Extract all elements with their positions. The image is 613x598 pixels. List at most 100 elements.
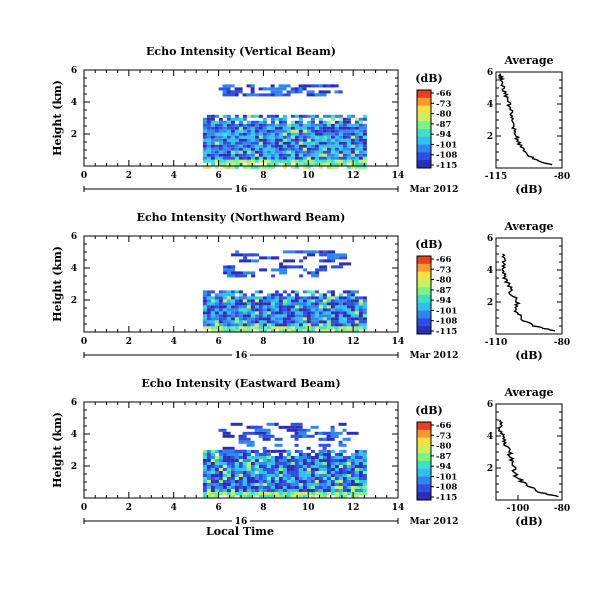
heatmap-cell: [298, 465, 303, 468]
heatmap-cell: [258, 459, 263, 462]
heatmap-cell: [354, 126, 359, 130]
heatmap-cell: [206, 492, 211, 495]
heatmap-cell: [286, 299, 291, 303]
heatmap-cell: [334, 480, 339, 483]
heatmap-cell: [250, 425, 263, 429]
heatmap-cell: [354, 477, 359, 480]
heatmap-cell: [302, 471, 307, 474]
heatmap-cell: [278, 326, 283, 330]
heatmap-cell: [250, 456, 255, 459]
heatmap-cell: [210, 153, 215, 157]
heatmap-cell: [234, 468, 239, 471]
heatmap-cell: [222, 305, 227, 309]
heatmap-cell: [358, 462, 363, 465]
heatmap-cell: [202, 492, 207, 495]
heatmap-cell: [278, 144, 283, 148]
average-profile-line: [497, 419, 559, 498]
heatmap-cell: [266, 138, 271, 142]
heatmap-cell: [270, 84, 275, 88]
x-tick-label: 4: [171, 171, 177, 181]
heatmap-cell: [318, 296, 323, 300]
heatmap-cell: [358, 129, 363, 133]
heatmap-cell: [234, 138, 239, 142]
heatmap-cell: [330, 434, 339, 438]
heatmap-cell: [326, 450, 331, 453]
heatmap-cell: [210, 329, 215, 333]
heatmap-cell: [338, 141, 343, 145]
heatmap-cell: [270, 126, 275, 130]
heatmap-cell: [250, 314, 255, 318]
heatmap-cell: [222, 302, 227, 306]
heatmap-cell: [242, 317, 247, 321]
heatmap-cell: [254, 492, 259, 495]
heatmap-cell: [322, 320, 327, 324]
colorbar-tick-label: -115: [436, 493, 457, 503]
heatmap-cell: [334, 320, 339, 324]
heatmap-cell: [330, 465, 335, 468]
heatmap-cell: [294, 156, 299, 160]
heatmap-cell: [306, 428, 311, 432]
heatmap-cell: [294, 492, 299, 495]
heatmap-cell: [310, 459, 315, 462]
heatmap-cell: [282, 290, 287, 294]
heatmap-cell: [358, 147, 363, 151]
heatmap-cell: [274, 483, 279, 486]
heatmap-cell: [298, 329, 303, 333]
heatmap-cell: [202, 456, 207, 459]
heatmap-cell: [330, 308, 335, 312]
heatmap-cell: [242, 132, 247, 136]
heatmap-cell: [338, 323, 343, 327]
heatmap-cell: [322, 317, 327, 321]
heatmap-cell: [342, 308, 347, 312]
heatmap-cell: [206, 129, 211, 133]
heatmap-cell: [226, 117, 231, 121]
heatmap-cell: [354, 120, 359, 124]
heatmap-cell: [338, 468, 343, 471]
heatmap-cell: [262, 471, 267, 474]
heatmap-cell: [302, 434, 307, 438]
heatmap-cell: [210, 492, 215, 495]
heatmap-cell: [210, 477, 215, 480]
heatmap-cell: [290, 141, 295, 145]
heatmap-cell: [314, 302, 319, 306]
heatmap-cell: [302, 468, 307, 471]
panel-1: Echo Intensity (Northward Beam)0 2 4 6 8 10 12…: [51, 211, 570, 362]
heatmap-cell: [246, 489, 251, 492]
heatmap-cell: [354, 471, 359, 474]
heatmap-cell: [262, 446, 267, 450]
heatmap-cell: [346, 141, 351, 145]
heatmap-cell: [242, 468, 247, 471]
heatmap-cell: [266, 114, 271, 118]
heatmap-cell: [290, 144, 295, 148]
heatmap-cell: [238, 471, 243, 474]
heatmap-cell: [266, 126, 271, 130]
heatmap-cell: [230, 326, 235, 330]
heatmap-cell: [206, 456, 211, 459]
heatmap-cell: [238, 308, 243, 312]
colorbar-swatch: [417, 437, 431, 446]
heatmap-cell: [354, 320, 359, 324]
heatmap-cell: [222, 162, 227, 166]
heatmap-cell: [354, 326, 359, 330]
heatmap-cell: [310, 144, 315, 148]
heatmap-cell: [322, 468, 327, 471]
heatmap-cell: [302, 135, 307, 139]
heatmap-cell: [266, 471, 271, 474]
heatmap-cell: [238, 437, 251, 441]
heatmap-cell: [362, 317, 367, 321]
heatmap-cell: [266, 480, 271, 483]
average-x-label: (dB): [515, 183, 542, 196]
heatmap-cell: [242, 326, 247, 330]
heatmap-cell: [338, 459, 343, 462]
heatmap-cell: [302, 459, 307, 462]
heatmap-cell: [346, 314, 351, 318]
heatmap-cell: [298, 299, 303, 303]
heatmap-cell: [330, 462, 335, 465]
heatmap-cell: [206, 135, 211, 139]
heatmap-cell: [330, 296, 335, 300]
heatmap-cell: [278, 468, 283, 471]
heatmap-cell: [354, 450, 359, 453]
heatmap-cell: [278, 293, 283, 297]
heatmap-cell: [342, 495, 347, 498]
heatmap-cell: [342, 329, 347, 333]
